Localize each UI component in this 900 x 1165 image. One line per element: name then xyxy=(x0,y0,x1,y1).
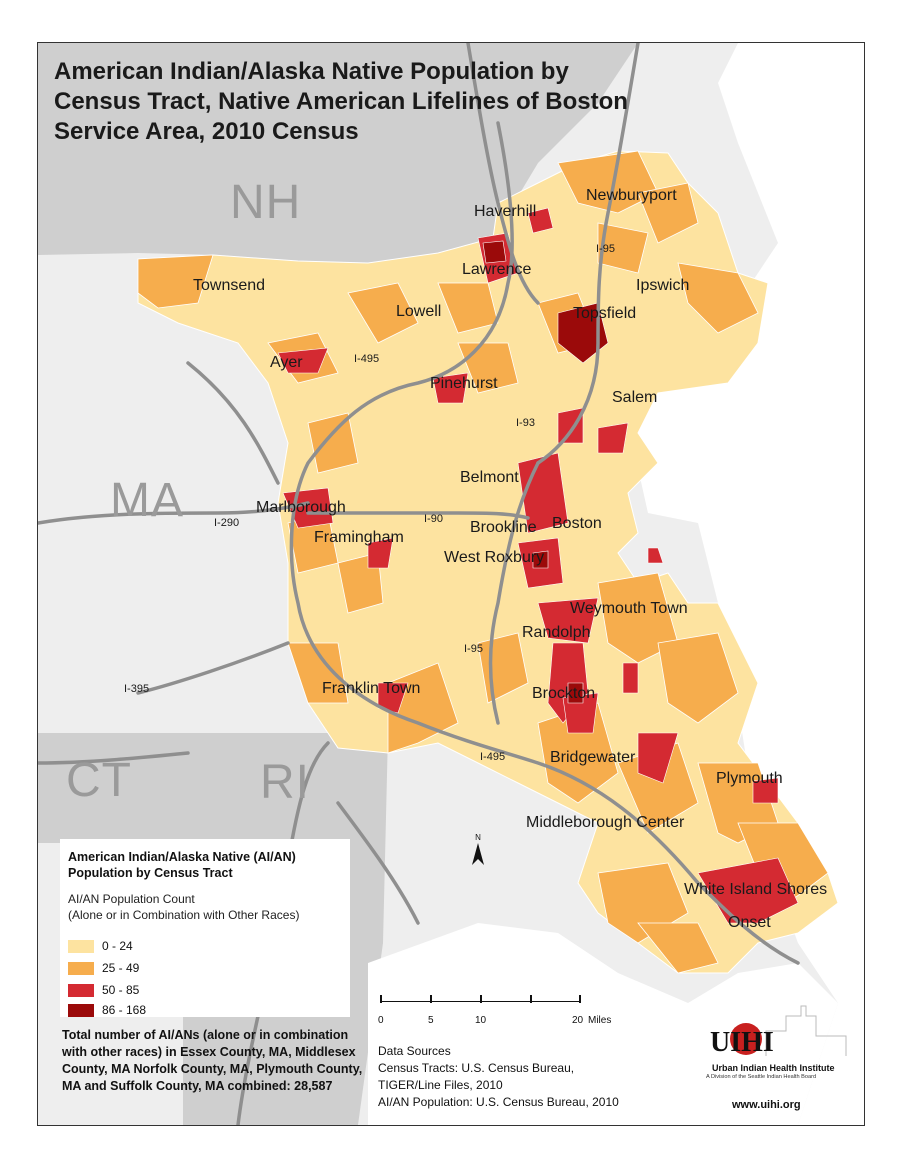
state-label-ri: RI xyxy=(260,756,310,809)
scale-units: Miles xyxy=(588,1015,612,1026)
website-link[interactable]: www.uihi.org xyxy=(732,1099,801,1111)
legend-label: 0 - 24 xyxy=(102,939,133,953)
highway-label-i90: I-90 xyxy=(424,513,443,525)
logo-tagline: A Division of the Seattle Indian Health … xyxy=(706,1074,817,1080)
place-label-topsfield: Topsfield xyxy=(573,305,637,322)
place-label-brockton: Brockton xyxy=(532,685,596,702)
state-label-ma: MA xyxy=(110,474,184,527)
map-title: American Indian/Alaska Native Population… xyxy=(54,58,628,145)
legend-swatch xyxy=(68,962,94,976)
legend-label: 86 - 168 xyxy=(102,1003,147,1017)
legend-title: American Indian/Alaska Native (AI/AN) Po… xyxy=(68,850,296,880)
place-label-bridgewater: Bridgewater xyxy=(550,749,636,766)
scale-tick xyxy=(530,995,532,1003)
scale-tick xyxy=(579,995,581,1003)
logo-name: Urban Indian Health Institute xyxy=(712,1063,835,1073)
place-label-plymouth: Plymouth xyxy=(716,770,783,787)
scale-label: 0 xyxy=(378,1015,384,1026)
sources-heading: Data Sources xyxy=(378,1044,451,1058)
place-label-franklin-town: Franklin Town xyxy=(322,680,421,697)
north-label: N xyxy=(475,833,481,842)
total-population-note: Total number of AI/ANs (alone or in comb… xyxy=(62,1028,363,1093)
scale-bar: 0 5 10 20 Miles xyxy=(378,995,612,1035)
highway-label-i495-south: I-495 xyxy=(480,751,506,763)
highway-label-i95-north: I-95 xyxy=(596,243,615,255)
legend-subtitle: AI/AN Population Count (Alone or in Comb… xyxy=(68,892,300,922)
highway-label-i290: I-290 xyxy=(214,517,240,529)
legend-swatch xyxy=(68,940,94,954)
legend-row-50-85: 50 - 85 xyxy=(68,983,140,998)
place-label-ipswich: Ipswich xyxy=(636,277,690,294)
nh-region xyxy=(38,43,638,278)
logo-mark: UIHI xyxy=(710,1027,774,1058)
north-arrow: N xyxy=(468,831,488,871)
place-label-lowell: Lowell xyxy=(396,303,442,320)
sources-line: Census Tracts: U.S. Census Bureau, xyxy=(378,1061,575,1075)
bay-south xyxy=(368,923,838,1125)
legend-swatch xyxy=(68,1004,94,1018)
place-label-brookline: Brookline xyxy=(470,519,537,536)
scale-tick xyxy=(380,995,382,1003)
legend-label: 25 - 49 xyxy=(102,961,140,975)
class-50-85-tracts xyxy=(277,207,799,924)
place-label-newburyport: Newburyport xyxy=(586,187,677,204)
north-arrow-icon: N xyxy=(472,833,484,865)
state-label-nh: NH xyxy=(230,176,302,229)
legend-label: 50 - 85 xyxy=(102,983,140,997)
place-label-haverhill: Haverhill xyxy=(474,203,537,220)
data-sources: Data Sources Census Tracts: U.S. Census … xyxy=(378,1043,648,1111)
map-frame: American Indian/Alaska Native Population… xyxy=(37,42,865,1126)
uihi-logo: UIHI xyxy=(706,1001,856,1096)
place-label-ayer: Ayer xyxy=(270,354,303,371)
place-label-middleborough-center: Middleborough Center xyxy=(526,814,685,831)
place-label-marlborough: Marlborough xyxy=(256,499,346,516)
highway-label-i93: I-93 xyxy=(516,417,535,429)
place-label-randolph: Randolph xyxy=(522,624,591,641)
scale-label: 20 xyxy=(572,1015,584,1026)
sources-line: TIGER/Line Files, 2010 xyxy=(378,1078,503,1092)
class-86-168-tracts xyxy=(482,240,609,704)
uihi-logo-icon: UIHI xyxy=(710,1005,847,1058)
state-label-ct: CT xyxy=(66,754,132,807)
legend-swatch xyxy=(68,984,94,998)
place-label-boston: Boston xyxy=(552,515,602,532)
place-label-salem: Salem xyxy=(612,389,658,406)
place-label-west-roxbury: West Roxbury xyxy=(444,549,545,566)
legend-row-86-168: 86 - 168 xyxy=(68,1003,147,1018)
highway-label-i495-north: I-495 xyxy=(354,353,380,365)
place-label-lawrence: Lawrence xyxy=(462,261,532,278)
place-label-white-island-shores: White Island Shores xyxy=(684,881,828,898)
place-label-onset: Onset xyxy=(728,914,771,931)
legend-row-0-24: 0 - 24 xyxy=(68,939,133,954)
place-label-weymouth-town: Weymouth Town xyxy=(570,600,688,617)
scale-tick xyxy=(480,995,482,1003)
map-canvas xyxy=(38,43,864,1125)
place-label-townsend: Townsend xyxy=(193,277,266,294)
place-label-framingham: Framingham xyxy=(314,529,404,546)
sources-line: AI/AN Population: U.S. Census Bureau, 20… xyxy=(378,1095,619,1109)
scale-tick xyxy=(430,995,432,1003)
place-label-belmont: Belmont xyxy=(460,469,519,486)
legend: American Indian/Alaska Native (AI/AN) Po… xyxy=(60,839,350,1018)
highway-label-i95-south: I-95 xyxy=(464,643,483,655)
highway-label-i395: I-395 xyxy=(124,683,150,695)
legend-row-25-49: 25 - 49 xyxy=(68,961,140,976)
scale-label: 5 xyxy=(428,1015,434,1026)
scale-label: 10 xyxy=(475,1015,487,1026)
place-label-pinehurst: Pinehurst xyxy=(430,375,498,392)
